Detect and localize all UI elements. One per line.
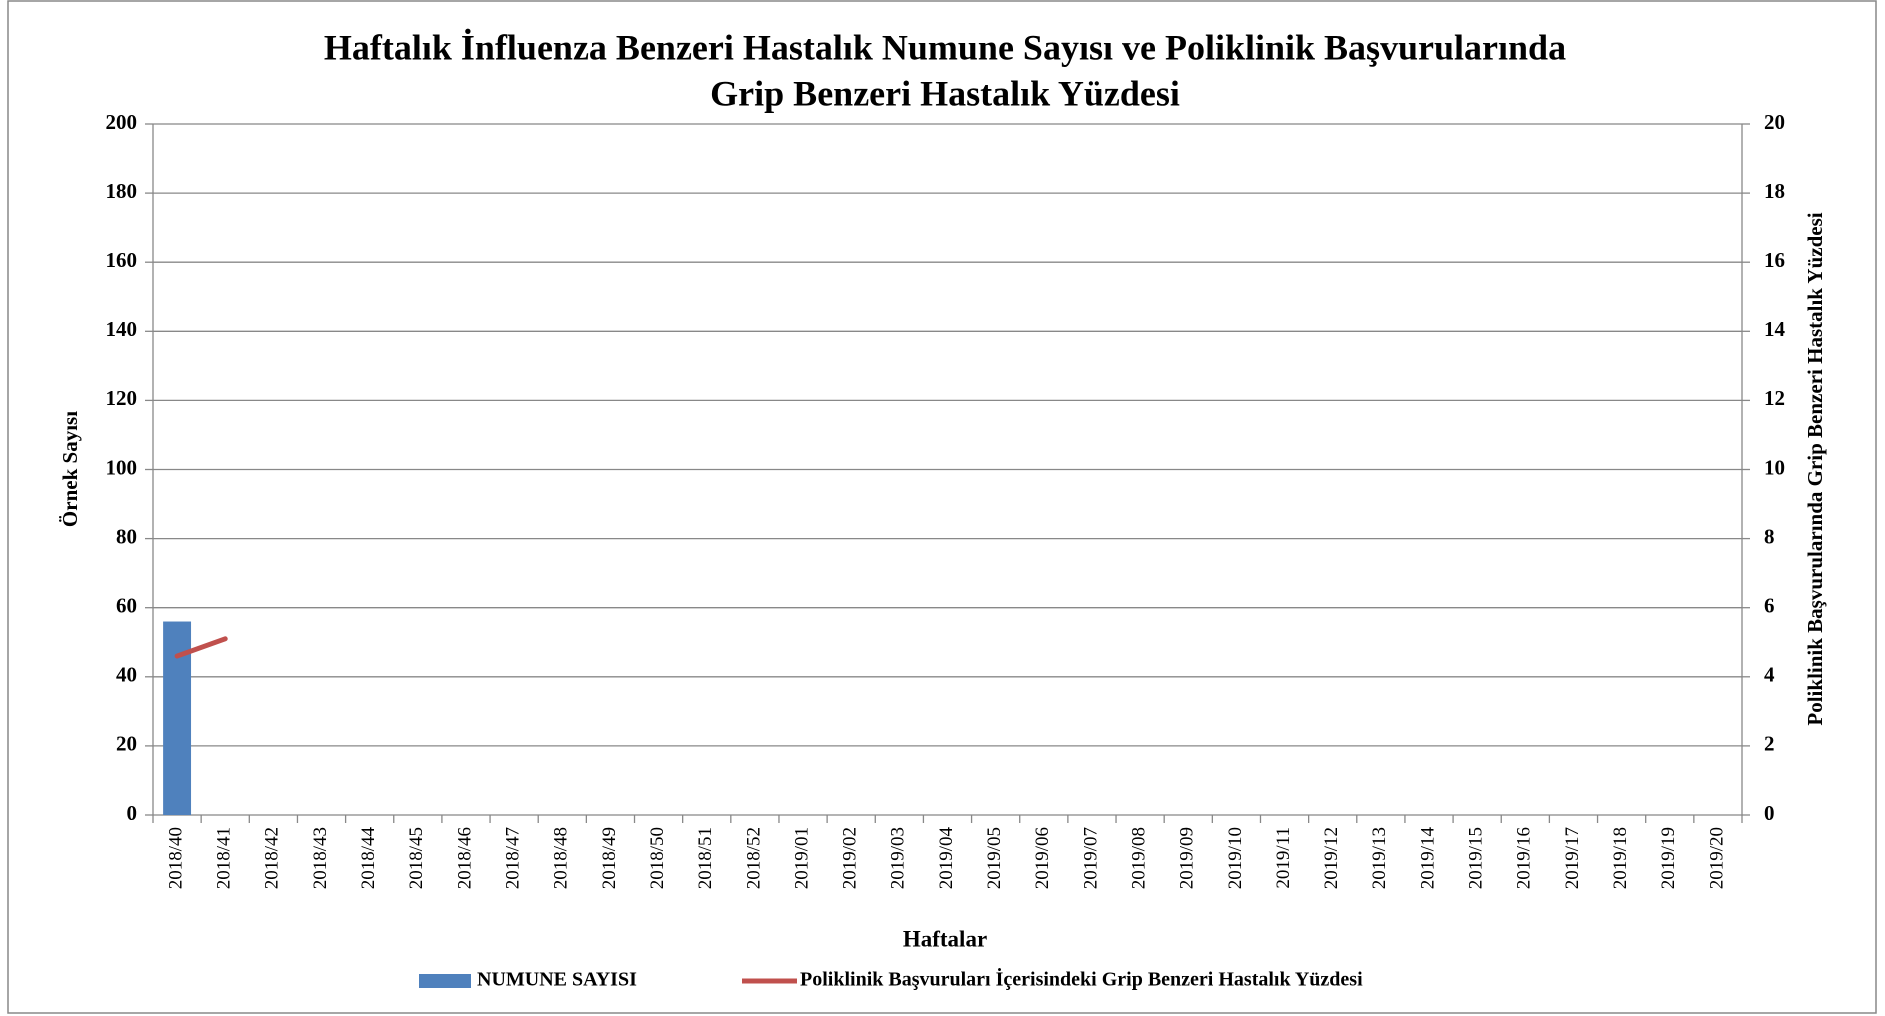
y2-tick-label: 8 xyxy=(1764,524,1775,548)
x-tick-label: 2018/40 xyxy=(165,827,186,889)
x-tick-label: 2019/04 xyxy=(936,827,957,890)
y2-tick-label: 6 xyxy=(1764,594,1775,618)
x-tick-label: 2018/43 xyxy=(310,827,331,889)
y-tick-label: 0 xyxy=(127,801,138,825)
y2-tick-label: 14 xyxy=(1764,317,1786,341)
y-tick-label: 200 xyxy=(106,110,138,134)
y-tick-label: 140 xyxy=(106,317,138,341)
x-tick-label: 2018/50 xyxy=(647,827,668,889)
chart-title: Haftalık İnfluenza Benzeri Hastalık Numu… xyxy=(324,27,1566,67)
x-tick-label: 2018/46 xyxy=(454,827,475,889)
y2-tick-label: 10 xyxy=(1764,455,1785,479)
x-tick-label: 2019/01 xyxy=(791,827,812,889)
x-tick-label: 2019/15 xyxy=(1466,827,1487,889)
x-tick-label: 2019/10 xyxy=(1225,827,1246,889)
y2-tick-label: 20 xyxy=(1764,110,1785,134)
x-tick-label: 2019/20 xyxy=(1706,827,1727,889)
x-tick-label: 2019/03 xyxy=(888,827,909,889)
y-tick-label: 100 xyxy=(106,455,138,479)
x-tick-label: 2019/06 xyxy=(1032,827,1053,889)
y2-tick-label: 0 xyxy=(1764,801,1775,825)
y-tick-label: 120 xyxy=(106,386,138,410)
y-tick-label: 80 xyxy=(116,524,137,548)
x-tick-label: 2019/02 xyxy=(840,827,861,889)
x-tick-label: 2019/12 xyxy=(1321,827,1342,889)
x-tick-label: 2019/17 xyxy=(1562,827,1583,889)
y-tick-label: 160 xyxy=(106,248,138,272)
x-tick-label: 2019/08 xyxy=(1128,827,1149,889)
y2-axis-label: Poliklinik Başvurularında Grip Benzeri H… xyxy=(1803,212,1827,725)
x-tick-label: 2019/09 xyxy=(1177,827,1198,889)
x-tick-label: 2019/13 xyxy=(1369,827,1390,889)
x-tick-label: 2018/44 xyxy=(358,827,379,890)
y2-tick-label: 2 xyxy=(1764,732,1775,756)
x-axis-label: Haftalar xyxy=(903,926,987,951)
x-tick-label: 2018/49 xyxy=(599,827,620,889)
legend-label: NUMUNE SAYISI xyxy=(477,969,637,991)
x-tick-label: 2018/41 xyxy=(214,827,235,889)
x-tick-label: 2019/11 xyxy=(1273,827,1294,889)
x-tick-label: 2019/05 xyxy=(984,827,1005,889)
x-tick-label: 2018/52 xyxy=(743,827,764,889)
y2-tick-label: 16 xyxy=(1764,248,1785,272)
x-tick-label: 2018/48 xyxy=(551,827,572,889)
y-axis-label: Örnek Sayısı xyxy=(58,411,82,527)
x-tick-label: 2018/47 xyxy=(502,827,523,889)
legend-label: Poliklinik Başvuruları İçerisindeki Grip… xyxy=(800,967,1363,991)
x-tick-label: 2019/16 xyxy=(1514,827,1535,889)
x-tick-label: 2019/19 xyxy=(1658,827,1679,889)
y-tick-label: 20 xyxy=(116,732,137,756)
x-tick-label: 2019/14 xyxy=(1417,827,1438,890)
chart-title: Grip Benzeri Hastalık Yüzdesi xyxy=(710,73,1180,113)
chart-border xyxy=(7,0,1877,1014)
x-tick-label: 2018/42 xyxy=(262,827,283,889)
line xyxy=(174,636,228,659)
y-tick-label: 60 xyxy=(116,594,137,618)
x-tick-label: 2018/51 xyxy=(695,827,716,889)
legend-swatch xyxy=(419,974,471,988)
y2-tick-label: 18 xyxy=(1764,179,1785,203)
y-tick-label: 180 xyxy=(106,179,138,203)
y-tick-label: 40 xyxy=(116,663,137,687)
x-tick-label: 2018/45 xyxy=(406,827,427,889)
x-tick-label: 2019/18 xyxy=(1610,827,1631,889)
y2-tick-label: 4 xyxy=(1764,663,1775,687)
x-tick-label: 2019/07 xyxy=(1080,827,1101,889)
y2-tick-label: 12 xyxy=(1764,386,1785,410)
